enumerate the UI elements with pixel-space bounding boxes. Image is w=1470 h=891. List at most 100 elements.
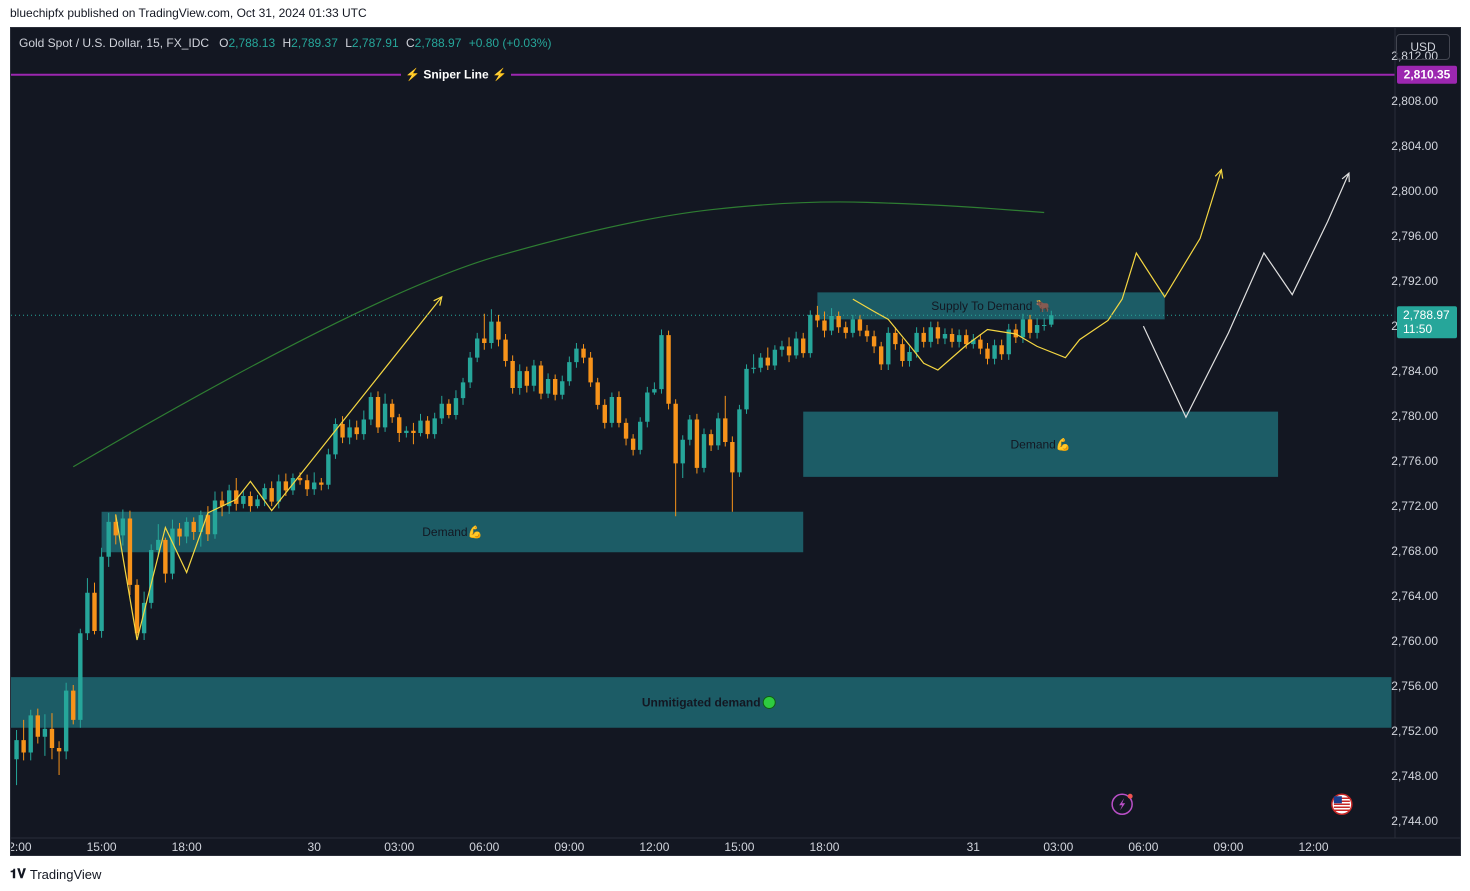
close-key: C xyxy=(405,36,415,50)
price-tick-label: 2,744.00 xyxy=(1391,814,1438,828)
candle-body xyxy=(283,481,289,491)
candle-body xyxy=(503,339,508,361)
open-key: O xyxy=(219,36,229,50)
time-tick-label: 09:00 xyxy=(1213,840,1243,854)
low-key: L xyxy=(345,36,352,50)
candle-body xyxy=(163,539,168,574)
candle-body xyxy=(545,379,551,394)
currency-button[interactable]: USD xyxy=(1396,34,1450,60)
candle-body xyxy=(701,434,707,468)
candle-body xyxy=(978,339,983,349)
chart-frame[interactable]: Unmitigated demand Demand💪 Demand💪 Supply T… xyxy=(10,27,1461,856)
candle-body xyxy=(574,348,579,363)
last-price-tag xyxy=(1397,306,1457,339)
zone-box xyxy=(11,677,1392,728)
candle-body xyxy=(411,430,416,433)
candle-body xyxy=(14,740,19,760)
candle-body xyxy=(446,403,452,415)
tradingview-logo-icon[interactable]: 𝟏𝐕 xyxy=(10,866,26,881)
symbol-name[interactable]: Gold Spot / U.S. Dollar, 15, FX_IDC xyxy=(19,36,210,50)
candle-body xyxy=(985,348,990,359)
time-tick-label: 12:00 xyxy=(639,840,669,854)
candle-body xyxy=(262,488,267,500)
candle-body xyxy=(78,633,83,720)
candle-body xyxy=(900,344,905,361)
candle-body xyxy=(354,427,359,435)
candle-body xyxy=(234,490,239,504)
candle-body xyxy=(297,478,303,481)
time-tick-label: 18:00 xyxy=(809,840,839,854)
candle-body xyxy=(389,403,395,418)
zone-label: Supply To Demand 🐂 xyxy=(931,299,1051,313)
candle-body xyxy=(304,480,310,490)
candle-body xyxy=(375,397,381,428)
candle-body xyxy=(269,488,274,502)
candle-body xyxy=(382,403,388,428)
candle-body xyxy=(255,499,260,507)
candle-body xyxy=(1020,319,1026,338)
candle-body xyxy=(1041,325,1047,326)
candle-body xyxy=(418,420,423,433)
price-tick-label: 2,768.00 xyxy=(1391,544,1438,558)
zone-box xyxy=(101,511,804,553)
open-value: 2,788.13 xyxy=(228,36,276,50)
candle-body xyxy=(744,368,749,410)
candle-body xyxy=(212,500,218,535)
white-projection-path xyxy=(1142,172,1350,419)
footer-branding: 𝟏𝐕 TradingView xyxy=(10,866,101,882)
footer-brand-text[interactable]: TradingView xyxy=(29,866,102,882)
arrow-head xyxy=(1341,171,1350,183)
candle-body xyxy=(680,439,685,464)
candle-body xyxy=(439,403,444,419)
candle-body xyxy=(836,316,841,328)
change-value: +0.80 (+0.03%) xyxy=(468,36,552,50)
zone-box xyxy=(803,411,1279,477)
candle-body xyxy=(489,321,494,343)
candle-body xyxy=(517,371,522,388)
time-tick-label: 12:00 xyxy=(11,840,32,854)
candle-body xyxy=(319,482,324,485)
candle-body xyxy=(326,454,331,485)
time-tick-label: 30 xyxy=(308,840,322,854)
zone-label: Unmitigated demand xyxy=(642,695,761,709)
candle-body xyxy=(404,430,409,433)
zone-label: Demand💪 xyxy=(1010,437,1070,451)
price-tick-label: 2,772.00 xyxy=(1391,499,1438,513)
candle-body xyxy=(921,332,926,342)
candle-body xyxy=(928,327,933,342)
arrow-head xyxy=(1214,168,1224,179)
time-tick-label: 18:00 xyxy=(172,840,202,854)
candle-body xyxy=(751,367,756,369)
candle-body xyxy=(226,490,232,507)
candle-body xyxy=(198,515,204,532)
high-key: H xyxy=(282,36,292,50)
candles-layer xyxy=(14,305,1054,786)
candle-body xyxy=(42,728,48,737)
price-chart[interactable]: Unmitigated demand Demand💪 Demand💪 Supply T… xyxy=(11,28,1461,856)
candle-body xyxy=(85,592,90,634)
curve-layer xyxy=(72,201,1045,468)
candle-body xyxy=(510,361,515,388)
candle-body xyxy=(170,528,175,574)
candle-body xyxy=(1006,329,1011,355)
candle-body xyxy=(184,521,189,537)
zone-label: Demand💪 xyxy=(422,525,482,539)
candle-body xyxy=(914,332,919,352)
candle-body xyxy=(673,403,678,464)
candle-body xyxy=(645,392,650,422)
projection-paths-layer xyxy=(115,168,1350,641)
candle-body xyxy=(829,316,834,331)
candle-body xyxy=(241,496,246,504)
candle-body xyxy=(971,339,976,345)
candle-body xyxy=(992,345,997,359)
candle-body xyxy=(850,319,856,333)
candle-body xyxy=(467,357,473,383)
candle-body xyxy=(141,602,147,634)
candle-body xyxy=(581,348,586,358)
high-value: 2,789.37 xyxy=(291,36,338,50)
candle-body xyxy=(49,728,55,748)
candle-body xyxy=(106,521,111,557)
candle-body xyxy=(949,334,955,342)
candle-body xyxy=(482,338,487,343)
candle-body xyxy=(666,335,671,404)
